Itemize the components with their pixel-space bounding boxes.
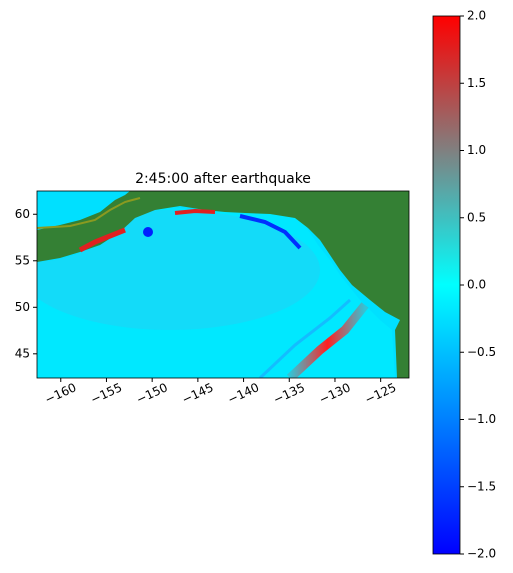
y-tick-label: 60 — [15, 207, 30, 221]
colorbar-tick-label: −1.0 — [467, 412, 496, 426]
colorbar-tick-label: −2.0 — [467, 547, 496, 561]
wave-crest — [174, 208, 216, 215]
x-tick-label: −150 — [134, 380, 170, 407]
colorbar-tick-label: 0.5 — [467, 210, 486, 224]
coastal-water — [37, 191, 409, 378]
x-tick-label: −135 — [271, 380, 307, 407]
coastline — [37, 197, 141, 229]
colorbar-tick-label: 2.0 — [467, 9, 486, 23]
colorbar-tick-label: 1.0 — [467, 143, 486, 157]
colorbar — [432, 15, 461, 555]
x-tick-label: −155 — [88, 380, 124, 407]
wave-crest — [78, 227, 126, 253]
wave-trough — [258, 298, 352, 378]
axes-frame — [36, 190, 410, 379]
colorbar-tick-label: 1.5 — [467, 76, 486, 90]
land — [37, 191, 409, 378]
x-tick-label: −145 — [180, 380, 216, 407]
colorbar-tick-label: 0.0 — [467, 278, 486, 292]
y-tick-label: 50 — [15, 300, 30, 314]
y-tick-label: 45 — [15, 346, 30, 360]
ocean-shading — [37, 210, 320, 330]
colorbar-tick-label: −0.5 — [467, 345, 496, 359]
x-tick-label: −130 — [317, 380, 353, 407]
colorbar-tick-label: −1.5 — [467, 479, 496, 493]
y-tick-label: 55 — [15, 253, 30, 267]
wave-trough — [239, 214, 302, 250]
wave-front — [286, 302, 369, 378]
x-tick-label: −160 — [43, 380, 79, 407]
chart-title: 2:45:00 after earthquake — [135, 171, 311, 187]
wave-trough — [143, 227, 153, 237]
x-tick-label: −140 — [225, 380, 261, 407]
map — [37, 191, 409, 378]
x-tick-label: −125 — [363, 380, 399, 407]
